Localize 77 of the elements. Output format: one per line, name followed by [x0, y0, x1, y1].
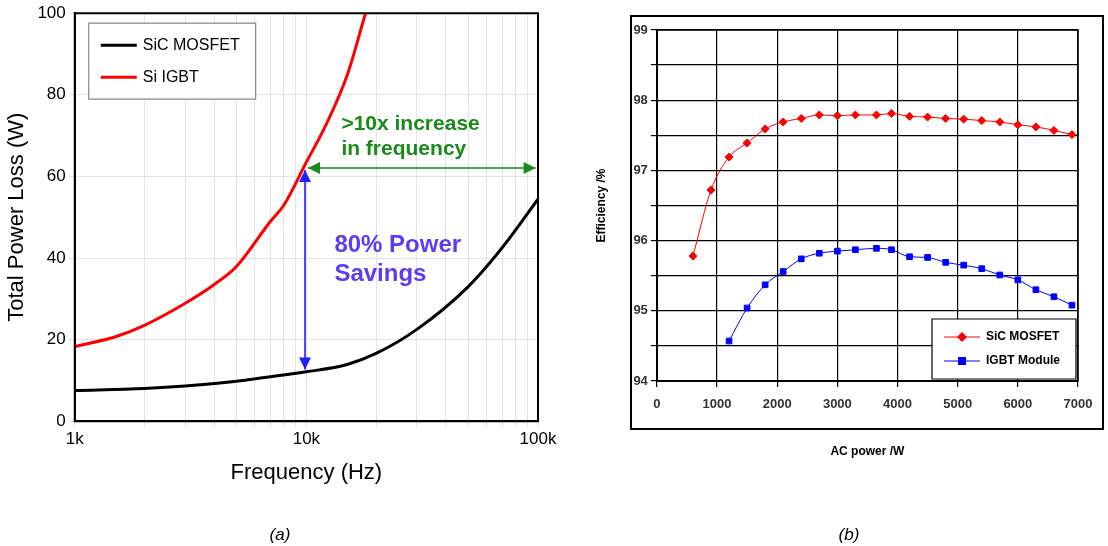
point [1067, 130, 1077, 140]
point [942, 259, 949, 266]
y-axis-title: Efficiency /% [593, 168, 608, 243]
legend-label: SiC MOSFET [142, 35, 240, 53]
point [906, 253, 913, 261]
y-tick-label: 100 [37, 2, 66, 22]
x-axis-title: Frequency (Hz) [230, 458, 383, 484]
point [873, 244, 880, 252]
legend-label: SiC MOSFET [986, 329, 1061, 344]
point [761, 281, 769, 289]
point [995, 117, 1005, 127]
x-tick-label: 5000 [943, 396, 973, 412]
point [779, 268, 787, 275]
point [1031, 122, 1041, 132]
y-tick-label: 40 [46, 247, 66, 267]
x-tick-label: 2000 [762, 396, 792, 412]
point [852, 246, 859, 254]
point [724, 152, 734, 162]
text: (b) [837, 525, 861, 545]
point [888, 246, 895, 254]
point [1014, 276, 1022, 284]
y-tick-label: 60 [46, 166, 66, 186]
y-tick-label: 98 [633, 91, 648, 107]
y-tick-label: 96 [633, 232, 648, 248]
annotation: >10x increase in frequency [341, 109, 481, 161]
point [978, 265, 986, 273]
x-tick-label: 1k [65, 429, 85, 449]
y-tick-label: 97 [633, 161, 648, 177]
legend-label: IGBT Module [986, 353, 1061, 368]
point [1049, 125, 1059, 135]
point [1050, 293, 1058, 301]
annotation: 80% Power Savings [334, 230, 463, 288]
x-tick-label: 3000 [822, 396, 852, 412]
y-tick-label: 0 [56, 410, 66, 430]
y-tick-label: 95 [633, 302, 648, 318]
y-tick-label: 20 [46, 329, 66, 349]
point [977, 116, 987, 126]
x-tick-label: 7000 [1063, 396, 1093, 412]
point [832, 111, 842, 121]
x-tick-label: 0 [653, 396, 661, 412]
point [725, 337, 733, 345]
text: (a) [268, 525, 292, 545]
point [815, 249, 823, 257]
point [923, 112, 933, 122]
y-tick-label: 99 [633, 21, 648, 37]
point [850, 110, 860, 120]
x-tick-label: 6000 [1003, 396, 1033, 412]
point [996, 271, 1004, 279]
legend-label: Si IGBT [142, 67, 199, 85]
x-tick-label: 100k [519, 429, 557, 449]
point [814, 110, 824, 120]
point [924, 254, 931, 261]
y-axis-title: Total Power Loss (W) [3, 112, 29, 322]
point [742, 138, 752, 148]
point [1068, 301, 1076, 309]
x-axis-title: AC power /W [830, 444, 906, 459]
point [905, 111, 915, 121]
y-tick-label: 94 [633, 372, 649, 388]
point [871, 110, 881, 120]
x-tick-label: 4000 [883, 396, 912, 412]
point [887, 109, 896, 119]
point [743, 304, 751, 312]
x-tick-label: 1000 [702, 396, 732, 412]
point [941, 113, 951, 123]
point [778, 117, 788, 127]
point [796, 113, 806, 123]
y-tick-label: 80 [46, 84, 66, 104]
point [959, 114, 969, 124]
point [960, 261, 968, 269]
point [834, 247, 841, 255]
point [760, 124, 770, 134]
point [706, 185, 716, 195]
point [797, 255, 805, 263]
point [1013, 120, 1023, 130]
point [688, 251, 698, 261]
point [1032, 286, 1040, 294]
x-tick-label: 10k [292, 429, 321, 449]
